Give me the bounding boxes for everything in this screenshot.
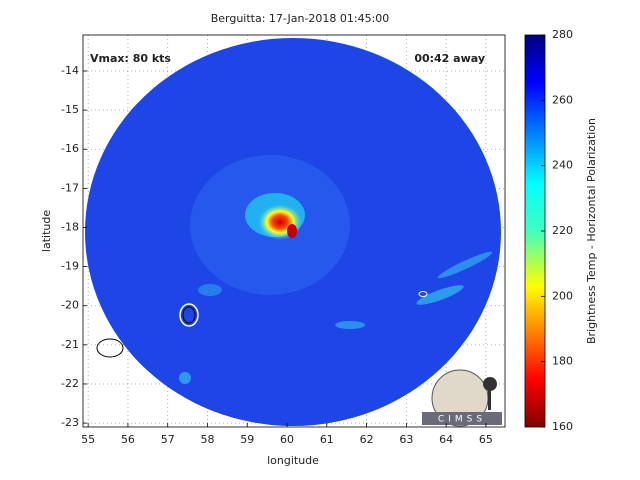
- x-tick-label: 60: [280, 433, 294, 446]
- logo: CIMSS: [418, 369, 505, 427]
- x-tick-label: 61: [320, 433, 334, 446]
- y-tick-label: -14: [61, 64, 79, 77]
- y-tick-label: -21: [61, 338, 79, 351]
- x-tick-label: 63: [399, 433, 413, 446]
- coastline: [179, 303, 199, 327]
- x-tick-label: 64: [439, 433, 453, 446]
- x-tick-label: 56: [121, 433, 135, 446]
- colorbar-tick-label: 260: [552, 93, 573, 106]
- swath: [85, 38, 501, 426]
- y-tick-label: -15: [61, 103, 79, 116]
- y-axis-label: latitude: [40, 210, 53, 252]
- y-tick-label: -17: [61, 181, 79, 194]
- x-tick-label: 65: [479, 433, 493, 446]
- colorbar-tick-label: 280: [552, 28, 573, 41]
- y-tick-label: -16: [61, 142, 79, 155]
- colorbar-tick-label: 180: [552, 355, 573, 368]
- rainband: [179, 372, 191, 384]
- coastline: [182, 306, 196, 324]
- y-tick-label: -20: [61, 299, 79, 312]
- rainband: [437, 251, 493, 279]
- coastline: [96, 338, 124, 358]
- annotation: Vmax: 80 kts: [90, 52, 171, 65]
- x-tick-label: 62: [360, 433, 374, 446]
- x-tick-label: 55: [81, 433, 95, 446]
- y-tick-label: -19: [61, 260, 79, 273]
- x-axis-label: longitude: [267, 454, 319, 467]
- colorbar-tick-label: 240: [552, 159, 573, 172]
- rainband: [198, 284, 222, 296]
- rainband: [416, 285, 464, 305]
- logo-band: [422, 412, 502, 425]
- colorbar-label: Brightness Temp - Horizontal Polarizatio…: [585, 118, 598, 344]
- colorbar-tick-label: 220: [552, 224, 573, 237]
- y-tick-label: -18: [61, 220, 79, 233]
- y-tick-label: -22: [61, 377, 79, 390]
- rainband: [335, 321, 365, 329]
- chart-title: Berguitta: 17-Jan-2018 01:45:00: [211, 12, 390, 25]
- x-tick-label: 57: [161, 433, 175, 446]
- y-tick-label: -23: [61, 416, 79, 429]
- logo-dish: [483, 377, 497, 391]
- logo-mast: [488, 390, 491, 410]
- colorbar-tick-label: 200: [552, 289, 573, 302]
- eye-core: [287, 224, 297, 238]
- plot-frame: [82, 34, 506, 428]
- colorbar-tick-label: 160: [552, 420, 573, 433]
- x-tick-label: 58: [200, 433, 214, 446]
- coastline: [418, 291, 428, 297]
- annotation: 00:42 away: [414, 52, 485, 65]
- x-tick-label: 59: [240, 433, 254, 446]
- logo-text: CIMSS: [438, 415, 486, 425]
